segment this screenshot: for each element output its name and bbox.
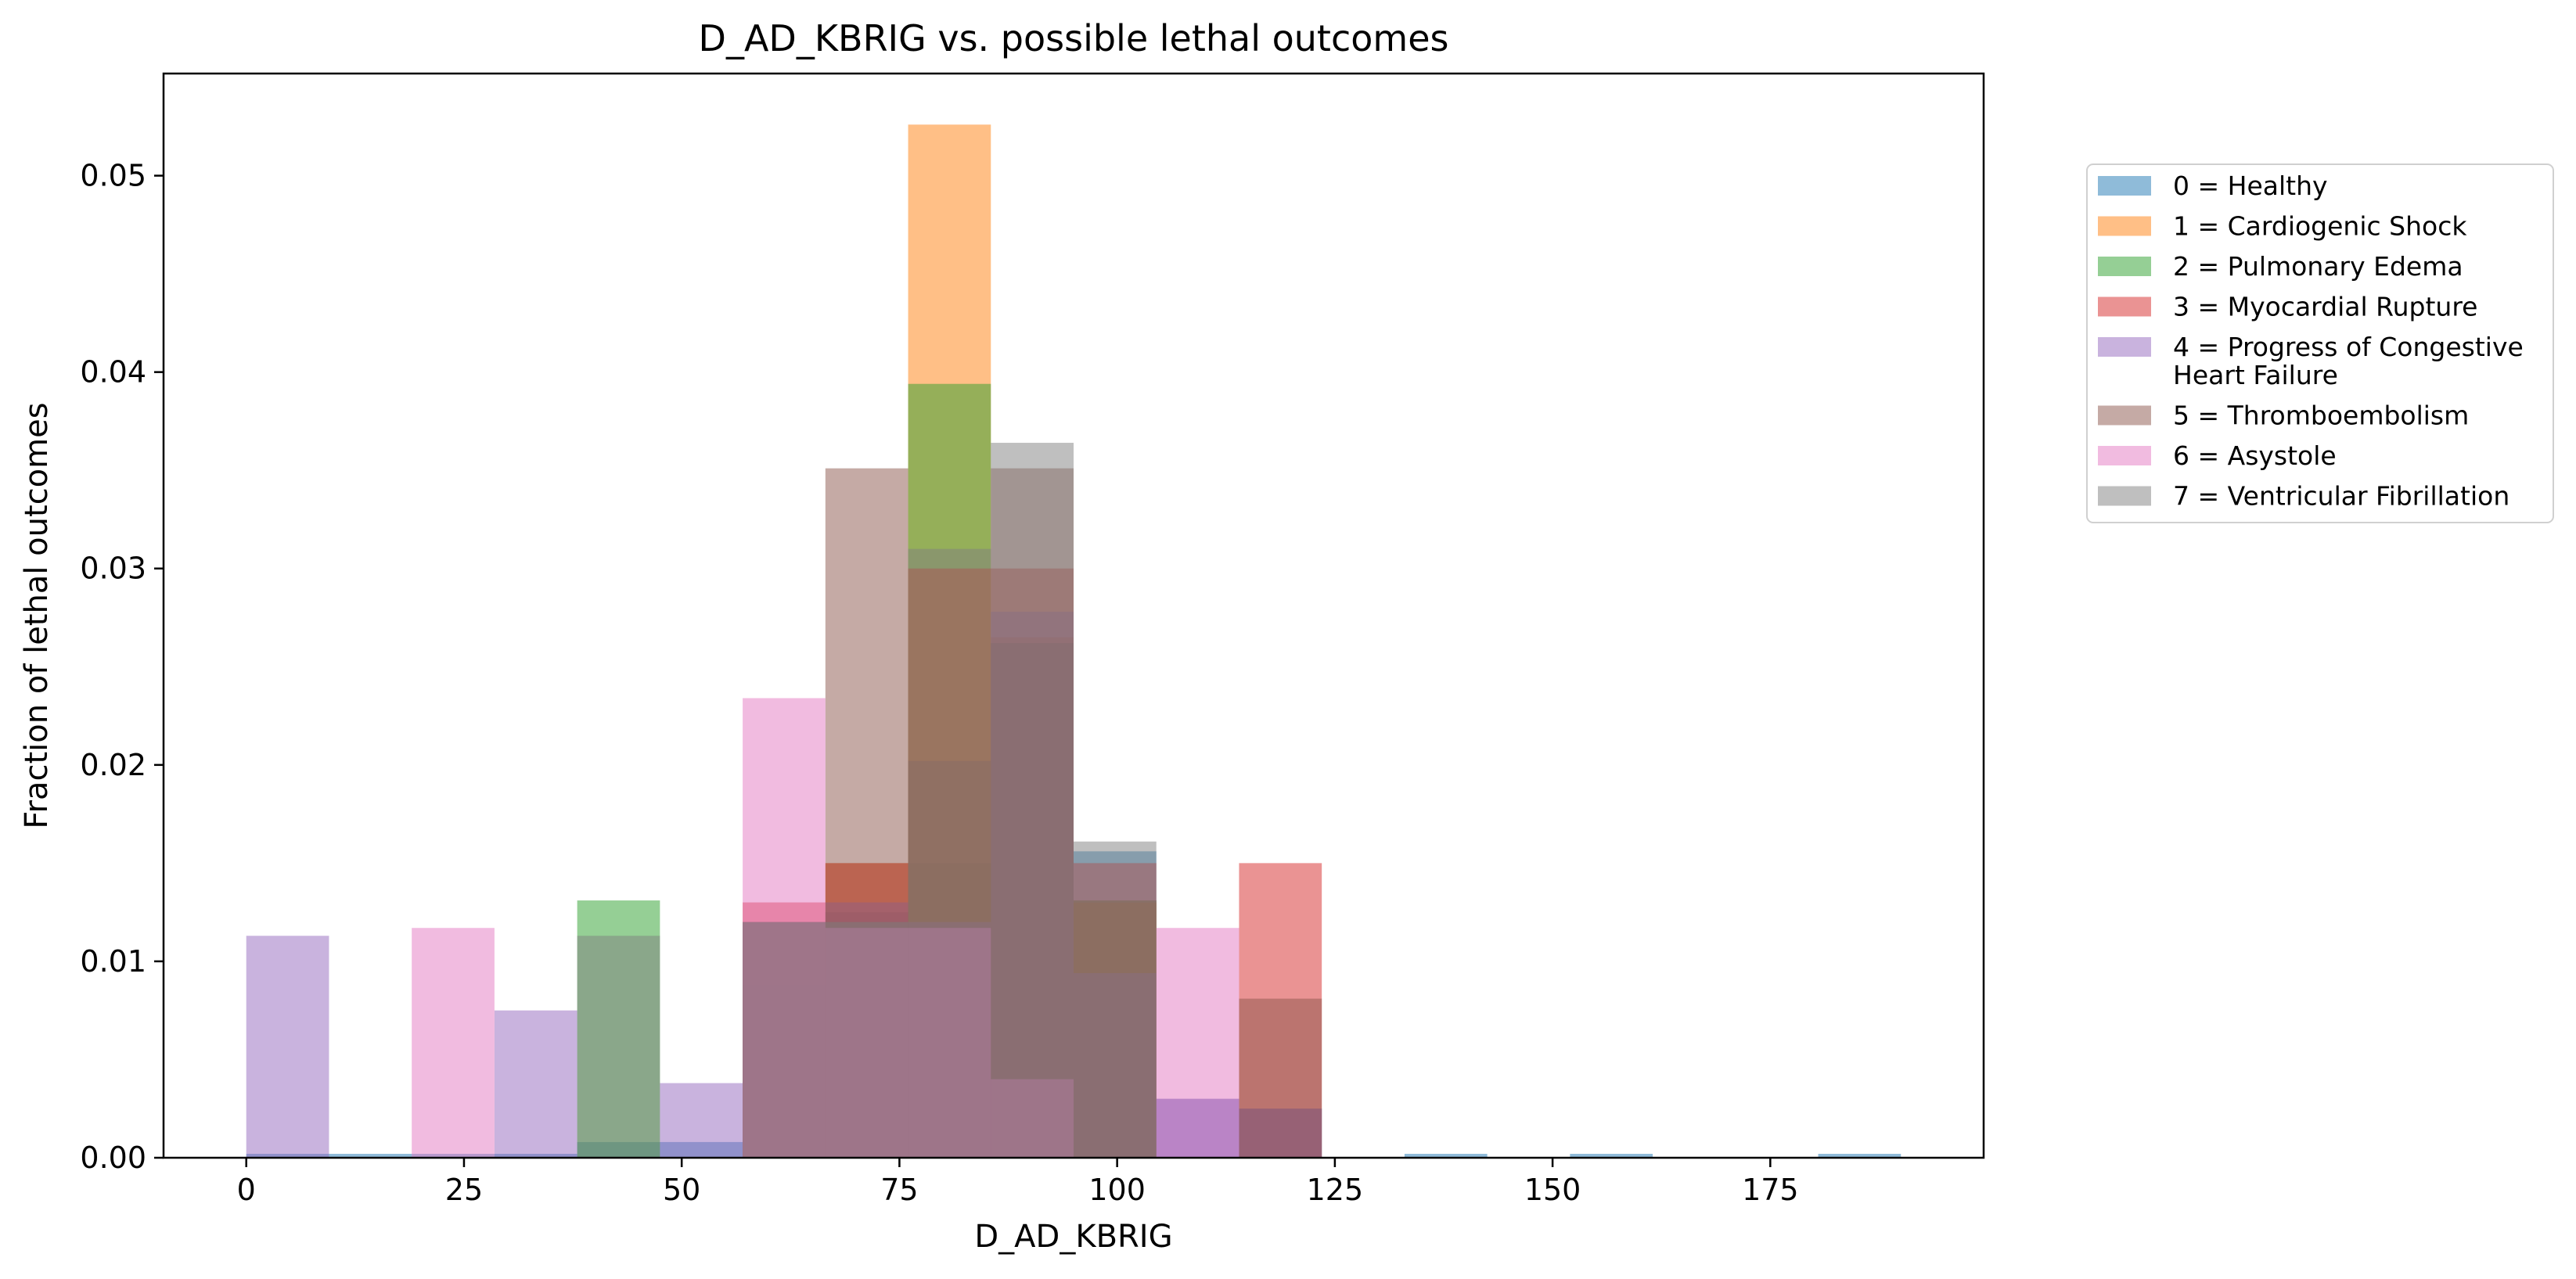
legend-swatch — [2098, 176, 2151, 196]
x-axis: 0 25 50 75 100 125 150 175 — [237, 1158, 1799, 1207]
y-tick-label: 0.01 — [80, 944, 146, 979]
y-axis: 0.00 0.01 0.02 0.03 0.04 0.05 — [80, 159, 164, 1175]
legend-swatch — [2098, 337, 2151, 357]
x-tick-label: 175 — [1742, 1173, 1799, 1207]
y-tick-label: 0.00 — [80, 1141, 146, 1175]
x-tick-label: 125 — [1307, 1173, 1364, 1207]
legend-box — [2086, 163, 2554, 523]
y-tick-label: 0.04 — [80, 355, 146, 390]
legend-label: 6 = Asystole — [2173, 440, 2337, 471]
legend-label: 5 = Thromboembolism — [2173, 401, 2469, 431]
y-axis-label: Fraction of lethal outcomes — [19, 402, 55, 828]
bar — [246, 936, 329, 1158]
legend-swatch — [2098, 216, 2151, 236]
bar — [412, 928, 495, 1158]
legend-label: 2 = Pulmonary Edema — [2173, 251, 2463, 282]
legend-item-1: 1 = Cardiogenic Shock — [2098, 211, 2467, 242]
legend-item-3: 3 = Myocardial Rupture — [2098, 292, 2477, 322]
series-7 — [577, 443, 1157, 1158]
legend-item-6: 6 = Asystole — [2098, 440, 2337, 471]
legend-swatch — [2098, 405, 2151, 426]
plot-frame — [162, 72, 1985, 1159]
bar — [1818, 1153, 1901, 1158]
x-tick-label: 50 — [663, 1173, 700, 1207]
legend-item-7: 7 = Ventricular Fibrillation — [2098, 481, 2509, 512]
bar — [743, 922, 826, 1158]
bar — [825, 922, 908, 1158]
legend-item-4: 4 = Progress of Congestive Heart Failure — [2098, 332, 2524, 390]
legend-swatch — [2098, 446, 2151, 465]
bar — [1156, 928, 1239, 1158]
legend-label: 3 = Myocardial Rupture — [2173, 292, 2477, 322]
bar — [908, 548, 991, 1158]
legend-swatch — [2098, 257, 2151, 276]
legend-swatch — [2098, 486, 2151, 506]
x-tick-label: 100 — [1088, 1173, 1146, 1207]
legend-label: 0 = Healthy — [2173, 171, 2328, 201]
bar — [991, 443, 1074, 1158]
x-tick-label: 75 — [880, 1173, 918, 1207]
legend-label: 1 = Cardiogenic Shock — [2173, 211, 2467, 242]
bars-layer — [246, 124, 1901, 1159]
legend-swatch — [2098, 296, 2151, 317]
y-tick-label: 0.05 — [80, 159, 146, 193]
x-tick-label: 25 — [445, 1173, 483, 1207]
bar — [660, 1083, 743, 1158]
bar — [1570, 1153, 1653, 1158]
legend-item-5: 5 = Thromboembolism — [2098, 401, 2469, 431]
bar — [1404, 1153, 1488, 1158]
legend-label: 7 = Ventricular Fibrillation — [2173, 481, 2509, 512]
x-tick-label: 150 — [1524, 1173, 1581, 1207]
bar — [1074, 841, 1157, 1158]
x-axis-label: D_AD_KBRIG — [974, 1219, 1172, 1255]
y-tick-label: 0.03 — [80, 551, 146, 586]
bar — [494, 1010, 577, 1158]
x-tick-label: 0 — [237, 1173, 256, 1207]
legend: 0 = Healthy 1 = Cardiogenic Shock 2 = Pulm… — [2086, 163, 2554, 523]
legend-item-2: 2 = Pulmonary Edema — [2098, 251, 2463, 282]
bar — [329, 1153, 412, 1158]
legend-label: 4 = Progress of Congestive Heart Failure — [2173, 332, 2524, 390]
bar — [1239, 998, 1322, 1158]
chart-title: D_AD_KBRIG vs. possible lethal outcomes — [699, 17, 1449, 59]
y-tick-label: 0.02 — [80, 748, 146, 782]
legend-item-0: 0 = Healthy — [2098, 171, 2328, 201]
bar — [577, 936, 660, 1158]
